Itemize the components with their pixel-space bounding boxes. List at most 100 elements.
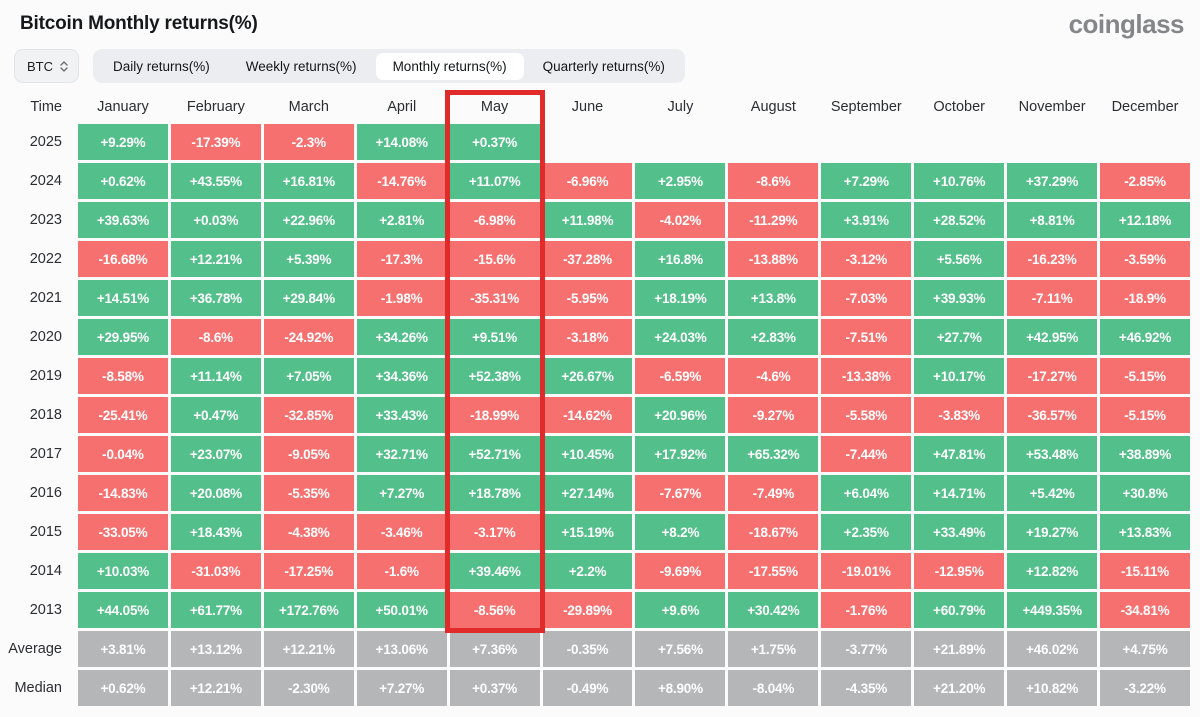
return-cell: -31.03% bbox=[170, 553, 261, 589]
return-cell: +13.8% bbox=[728, 280, 819, 316]
return-cell: -4.02% bbox=[635, 202, 726, 238]
tab-monthly-returns[interactable]: Monthly returns(%) bbox=[375, 52, 524, 80]
return-cell: -8.6% bbox=[728, 163, 819, 199]
return-cell: +2.95% bbox=[635, 163, 726, 199]
topbar: Bitcoin Monthly returns(%) coinglass bbox=[0, 0, 1200, 43]
return-cell: -7.49% bbox=[728, 475, 819, 511]
row-label-2013: 2013 bbox=[29, 602, 62, 618]
month-header-january: January bbox=[97, 99, 149, 115]
return-cell: +16.8% bbox=[635, 241, 726, 277]
return-cell: -2.85% bbox=[1100, 163, 1190, 199]
return-cell: +39.93% bbox=[914, 280, 1005, 316]
return-cell: +10.45% bbox=[542, 436, 633, 472]
return-cell: -3.12% bbox=[821, 241, 912, 277]
return-cell: -18.67% bbox=[728, 514, 819, 550]
return-cell bbox=[914, 124, 1004, 160]
return-cell: -5.15% bbox=[1100, 358, 1190, 394]
return-cell: -8.58% bbox=[78, 358, 168, 394]
return-cell bbox=[543, 124, 633, 160]
return-cell: -4.35% bbox=[821, 670, 912, 706]
tab-daily-returns[interactable]: Daily returns(%) bbox=[96, 53, 227, 80]
return-cell: -8.6% bbox=[170, 319, 261, 355]
return-cell: +33.43% bbox=[356, 397, 447, 433]
return-cell bbox=[635, 124, 725, 160]
return-cell: +14.51% bbox=[78, 280, 168, 316]
return-cell: +4.75% bbox=[1100, 631, 1190, 667]
return-cell: -0.49% bbox=[542, 670, 633, 706]
return-cell: -5.15% bbox=[1100, 397, 1190, 433]
return-cell: +11.07% bbox=[449, 163, 540, 199]
return-cell: +28.52% bbox=[914, 202, 1005, 238]
return-cell: +7.27% bbox=[356, 475, 447, 511]
return-cell: +20.96% bbox=[635, 397, 726, 433]
return-cell: +2.2% bbox=[542, 553, 633, 589]
return-cell: -16.23% bbox=[1007, 241, 1098, 277]
return-cell: -4.6% bbox=[728, 358, 819, 394]
month-header-march: March bbox=[288, 99, 329, 115]
row-label-2017: 2017 bbox=[29, 446, 62, 462]
return-cell: +1.75% bbox=[728, 631, 819, 667]
return-cell: +46.92% bbox=[1100, 319, 1190, 355]
return-cell: +30.8% bbox=[1100, 475, 1190, 511]
return-cell: +39.63% bbox=[78, 202, 168, 238]
return-cell: +7.29% bbox=[821, 163, 912, 199]
return-cell: -6.96% bbox=[542, 163, 633, 199]
return-cell: -2.30% bbox=[263, 670, 354, 706]
return-cell: -9.69% bbox=[635, 553, 726, 589]
return-cell: -5.35% bbox=[263, 475, 354, 511]
return-cell: +10.17% bbox=[914, 358, 1005, 394]
return-cell: +18.43% bbox=[170, 514, 261, 550]
return-cell: -0.35% bbox=[542, 631, 633, 667]
return-cell: -32.85% bbox=[263, 397, 354, 433]
row-label-2020: 2020 bbox=[29, 329, 62, 345]
return-cell: +43.55% bbox=[170, 163, 261, 199]
return-cell: +172.76% bbox=[263, 592, 354, 628]
return-cell: -13.88% bbox=[728, 241, 819, 277]
return-cell bbox=[821, 124, 911, 160]
row-label-median: Median bbox=[14, 680, 62, 696]
returns-table: Time January February March April May June July… bbox=[0, 90, 1190, 706]
return-cell: +3.91% bbox=[821, 202, 912, 238]
return-cell: -11.29% bbox=[728, 202, 819, 238]
return-cell: -33.05% bbox=[78, 514, 168, 550]
return-cell: -35.31% bbox=[449, 280, 540, 316]
return-cell: +20.08% bbox=[170, 475, 261, 511]
return-cell: -17.39% bbox=[170, 124, 261, 160]
symbol-select[interactable]: BTC bbox=[14, 49, 79, 83]
return-cell: -5.58% bbox=[821, 397, 912, 433]
row-label-2021: 2021 bbox=[29, 290, 62, 306]
return-cell: -14.76% bbox=[356, 163, 447, 199]
return-cell: +37.29% bbox=[1007, 163, 1098, 199]
return-cell: -7.67% bbox=[635, 475, 726, 511]
row-label-2019: 2019 bbox=[29, 368, 62, 384]
return-cell: +13.83% bbox=[1100, 514, 1190, 550]
return-cell: -24.92% bbox=[263, 319, 354, 355]
symbol-label: BTC bbox=[27, 58, 53, 74]
return-cell: -1.6% bbox=[356, 553, 447, 589]
return-cell: +0.03% bbox=[170, 202, 261, 238]
return-cell: +39.46% bbox=[449, 553, 540, 589]
return-cell: -29.89% bbox=[542, 592, 633, 628]
return-cell: +33.49% bbox=[914, 514, 1005, 550]
row-label-2025: 2025 bbox=[29, 134, 62, 150]
updown-chevron-icon bbox=[60, 60, 68, 72]
return-cell: +60.79% bbox=[914, 592, 1005, 628]
month-header-december: December bbox=[1111, 99, 1179, 115]
return-cell: +9.51% bbox=[449, 319, 540, 355]
return-cell bbox=[728, 124, 818, 160]
return-cell: -14.83% bbox=[78, 475, 168, 511]
return-cell: +9.29% bbox=[78, 124, 168, 160]
return-cell: -0.04% bbox=[78, 436, 168, 472]
return-cell: +9.6% bbox=[635, 592, 726, 628]
return-cell: +2.83% bbox=[728, 319, 819, 355]
return-cell: -15.6% bbox=[449, 241, 540, 277]
returns-tab-group: Daily returns(%) Weekly returns(%) Monthly… bbox=[93, 49, 685, 83]
return-cell: -12.95% bbox=[914, 553, 1005, 589]
return-cell: -7.11% bbox=[1007, 280, 1098, 316]
tab-quarterly-returns[interactable]: Quarterly returns(%) bbox=[526, 53, 682, 80]
page-title: Bitcoin Monthly returns(%) bbox=[20, 13, 258, 34]
tab-weekly-returns[interactable]: Weekly returns(%) bbox=[229, 53, 374, 80]
return-cell: +5.56% bbox=[914, 241, 1005, 277]
return-cell: +19.27% bbox=[1007, 514, 1098, 550]
return-cell: +52.71% bbox=[449, 436, 540, 472]
